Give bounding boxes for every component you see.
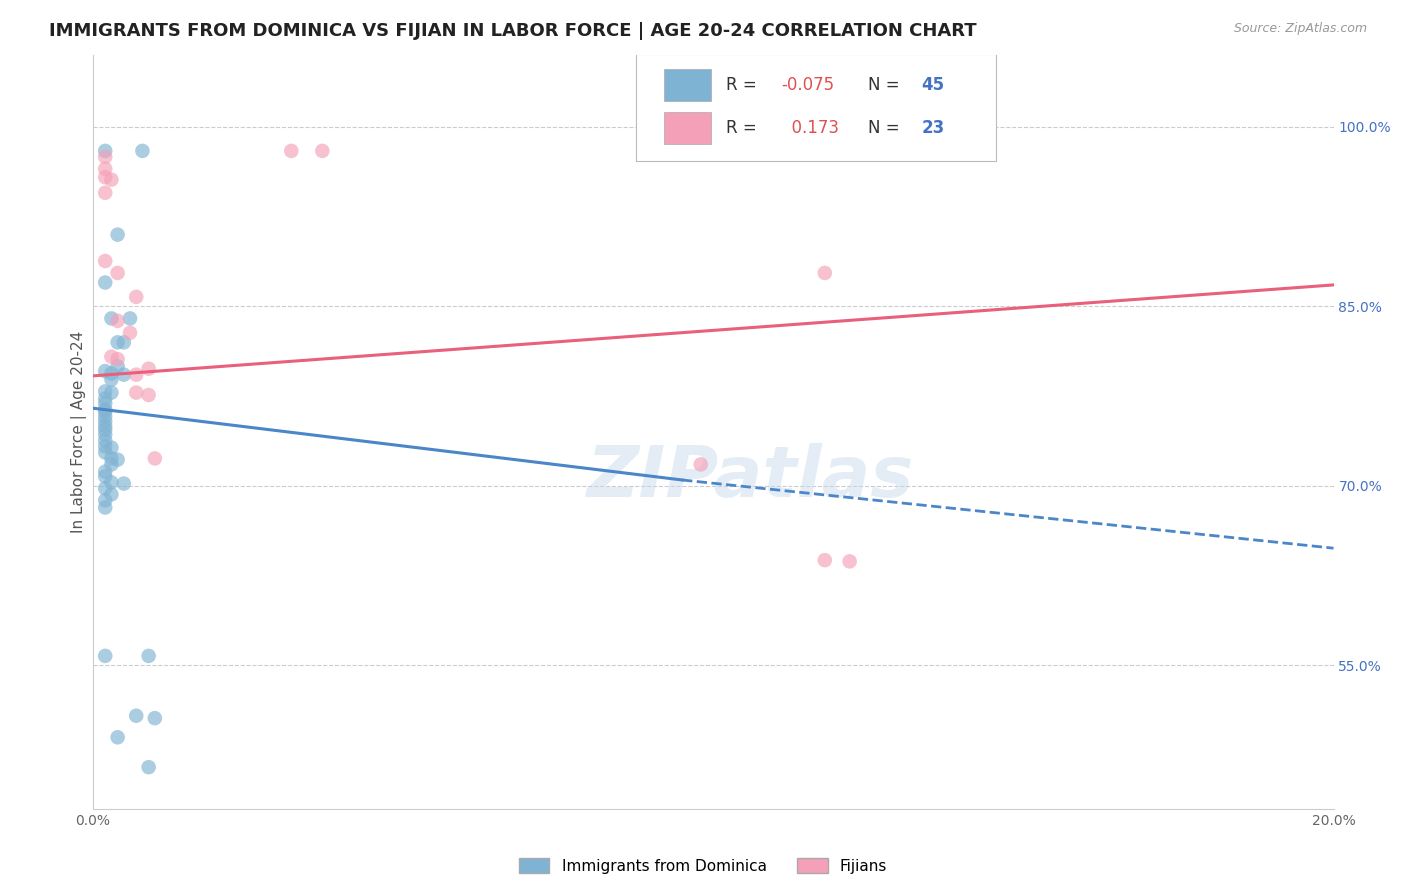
- Point: [94, 648, 117, 663]
- Point: [138, 648, 160, 663]
- Point: [107, 731, 129, 745]
- Point: [94, 465, 117, 479]
- Point: [112, 368, 135, 382]
- Text: N =: N =: [869, 120, 905, 137]
- Point: [138, 388, 160, 402]
- Point: [94, 419, 117, 434]
- Point: [94, 402, 117, 417]
- Point: [100, 311, 122, 326]
- Text: 45: 45: [921, 76, 945, 94]
- Text: R =: R =: [725, 76, 762, 94]
- Text: 0.173: 0.173: [782, 120, 839, 137]
- Point: [94, 440, 117, 454]
- Point: [94, 144, 117, 158]
- Point: [94, 434, 117, 448]
- Point: [100, 487, 122, 501]
- Point: [118, 326, 141, 340]
- Point: [131, 144, 153, 158]
- Point: [94, 384, 117, 399]
- Point: [94, 186, 117, 200]
- Point: [280, 144, 302, 158]
- Text: ZIPatlas: ZIPatlas: [586, 442, 914, 512]
- Point: [94, 469, 117, 483]
- Point: [94, 500, 117, 515]
- Point: [94, 161, 117, 176]
- Text: IMMIGRANTS FROM DOMINICA VS FIJIAN IN LABOR FORCE | AGE 20-24 CORRELATION CHART: IMMIGRANTS FROM DOMINICA VS FIJIAN IN LA…: [49, 22, 977, 40]
- Point: [838, 554, 860, 568]
- Text: N =: N =: [869, 76, 905, 94]
- FancyBboxPatch shape: [637, 54, 995, 161]
- Point: [107, 352, 129, 367]
- Point: [94, 409, 117, 424]
- Point: [112, 335, 135, 350]
- Point: [814, 553, 837, 567]
- Legend: Immigrants from Dominica, Fijians: Immigrants from Dominica, Fijians: [513, 852, 893, 880]
- Point: [100, 350, 122, 364]
- Point: [94, 445, 117, 459]
- Point: [94, 396, 117, 410]
- Point: [689, 458, 711, 472]
- Point: [138, 361, 160, 376]
- Point: [143, 711, 166, 725]
- Point: [125, 368, 148, 382]
- Point: [94, 414, 117, 428]
- Point: [107, 314, 129, 328]
- Point: [107, 359, 129, 374]
- Point: [94, 423, 117, 437]
- Text: -0.075: -0.075: [782, 76, 835, 94]
- Point: [100, 441, 122, 455]
- Point: [125, 290, 148, 304]
- Point: [94, 364, 117, 378]
- Point: [112, 476, 135, 491]
- Y-axis label: In Labor Force | Age 20-24: In Labor Force | Age 20-24: [72, 331, 87, 533]
- Point: [138, 760, 160, 774]
- Text: Source: ZipAtlas.com: Source: ZipAtlas.com: [1233, 22, 1367, 36]
- Text: 23: 23: [921, 120, 945, 137]
- Point: [311, 144, 333, 158]
- Point: [118, 311, 141, 326]
- Point: [94, 405, 117, 419]
- Point: [125, 385, 148, 400]
- Point: [94, 150, 117, 164]
- Point: [100, 451, 122, 466]
- Point: [107, 266, 129, 280]
- Point: [94, 481, 117, 495]
- Point: [125, 708, 148, 723]
- Point: [107, 227, 129, 242]
- Point: [143, 451, 166, 466]
- Point: [814, 266, 837, 280]
- Text: R =: R =: [725, 120, 762, 137]
- Point: [100, 475, 122, 490]
- Point: [100, 367, 122, 381]
- Point: [94, 170, 117, 185]
- Point: [94, 427, 117, 442]
- Point: [94, 254, 117, 268]
- FancyBboxPatch shape: [664, 112, 710, 145]
- Point: [94, 276, 117, 290]
- Point: [100, 172, 122, 186]
- Point: [100, 458, 122, 472]
- Point: [100, 385, 122, 400]
- Point: [100, 372, 122, 386]
- Point: [94, 493, 117, 508]
- Point: [94, 392, 117, 406]
- FancyBboxPatch shape: [664, 70, 710, 101]
- Point: [107, 452, 129, 467]
- Point: [107, 335, 129, 350]
